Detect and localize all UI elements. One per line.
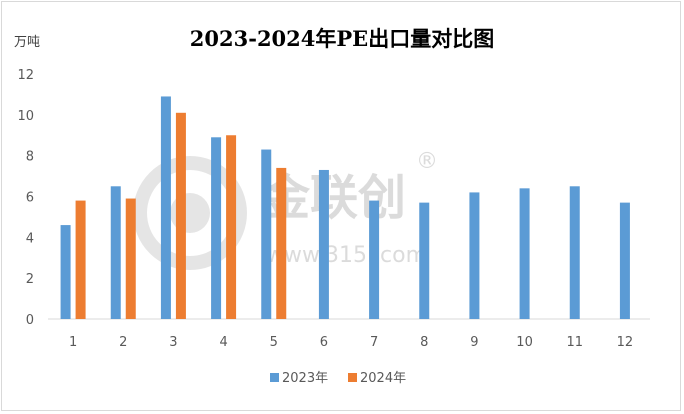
watermark-url: www.315i.com [266,243,427,268]
watermark: 金联创 ® www.315i.com [133,149,438,270]
bar-series-2 [75,200,86,319]
bar-series-1 [110,186,121,319]
legend-label: 2023年 [282,371,328,386]
bars [60,96,630,320]
x-tick-label: 4 [219,335,227,350]
x-tick-label: 9 [470,335,478,350]
bar-series-1 [318,169,329,319]
bar-series-2 [226,135,237,319]
x-tick-label: 2 [119,335,127,350]
chart-title: 2023-2024年PE出口量对比图 [190,26,494,51]
bar-series-2 [175,112,186,320]
bar-series-1 [369,200,380,319]
bar-series-1 [261,149,272,319]
legend-swatch [270,373,279,382]
y-tick-label: 0 [26,313,34,328]
x-tick-label: 12 [617,335,634,350]
bar-series-1 [569,186,580,319]
y-tick-label: 4 [26,231,34,246]
x-tick-label: 1 [69,335,77,350]
y-axis-ticks: 0 2 4 6 8 10 12 [17,68,34,328]
y-tick-label: 12 [17,68,34,83]
bar-series-1 [519,188,530,319]
x-tick-label: 8 [420,335,428,350]
bar-series-1 [419,202,430,319]
legend: 2023年 2024年 [270,371,406,386]
x-tick-label: 6 [320,335,328,350]
bar-series-1 [60,225,71,319]
watermark-registered-mark: ® [416,149,438,174]
y-tick-label: 8 [26,150,34,165]
x-axis-ticks: 1 2 3 4 5 6 7 8 9 10 11 12 [69,335,633,350]
y-axis-unit-label: 万吨 [14,35,40,50]
legend-label: 2024年 [360,371,406,386]
y-tick-label: 10 [17,109,34,124]
x-tick-label: 11 [566,335,583,350]
bar-series-2 [276,167,287,319]
bar-series-1 [211,137,222,319]
x-tick-label: 7 [370,335,378,350]
x-tick-label: 10 [516,335,533,350]
bar-series-1 [469,192,480,319]
bar-series-1 [619,202,630,319]
bar-series-1 [160,96,171,319]
bar-series-2 [125,198,136,319]
y-tick-label: 2 [26,272,34,287]
legend-swatch [348,373,357,382]
x-tick-label: 5 [270,335,278,350]
y-tick-label: 6 [26,191,34,206]
watermark-logo-icon [133,156,247,270]
x-tick-label: 3 [169,335,177,350]
